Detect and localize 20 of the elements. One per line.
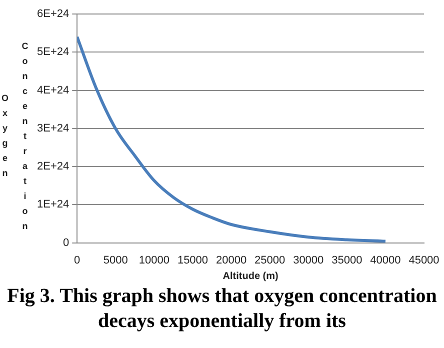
y-tick-label: 4E+24 (36, 84, 70, 96)
x-tick-label: 45000 (408, 254, 440, 266)
x-axis-title: Altitude (m) (222, 270, 278, 282)
x-tick-label: 25000 (254, 254, 286, 266)
caption: Fig 3. This graph shows that oxygen concentration decays exponentially from its (6, 284, 438, 334)
y-tick-label: 2E+24 (36, 160, 70, 173)
y-tick-label: 0 (62, 236, 70, 249)
x-tick-label: 0 (74, 254, 80, 266)
y-axis-title: Oxygen Concentration (0, 40, 30, 236)
y-tick-label: 6E+24 (36, 8, 70, 20)
y-tick-label: 5E+24 (36, 46, 70, 58)
x-tick-label: 10000 (138, 254, 170, 266)
x-tick-label: 30000 (293, 254, 324, 266)
x-tick-label: 5000 (103, 254, 128, 266)
y-tick-label: 3E+24 (36, 122, 70, 134)
y-tick-label: 1E+24 (36, 198, 70, 211)
x-tick-label: 15000 (177, 254, 208, 266)
x-tick-label: 35000 (332, 254, 362, 266)
x-tick-label: 20000 (216, 254, 247, 266)
x-tick-label: 40000 (370, 254, 401, 266)
